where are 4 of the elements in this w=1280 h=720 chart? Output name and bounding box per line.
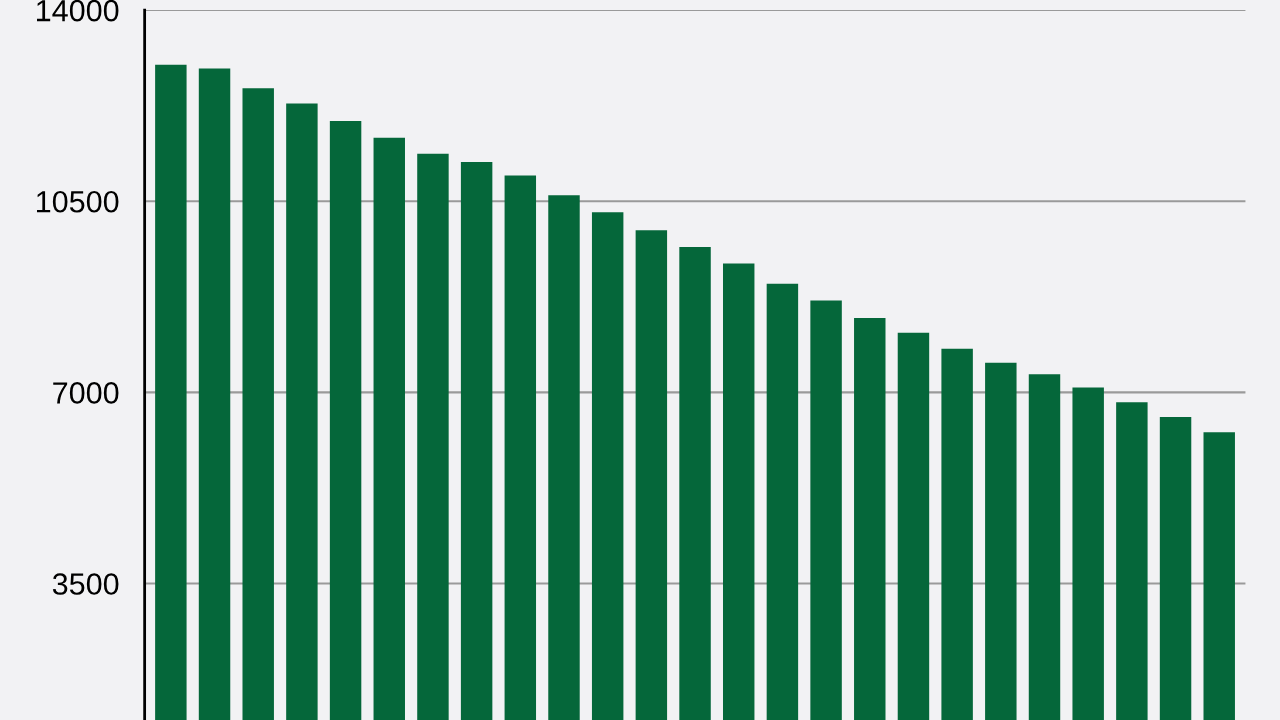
y-tick-label: 14000 xyxy=(37,0,119,22)
y-tick-label: 10500 xyxy=(37,190,119,213)
y-tick-label: 3500 xyxy=(52,573,119,595)
y-tick-label: 7000 xyxy=(53,382,119,404)
